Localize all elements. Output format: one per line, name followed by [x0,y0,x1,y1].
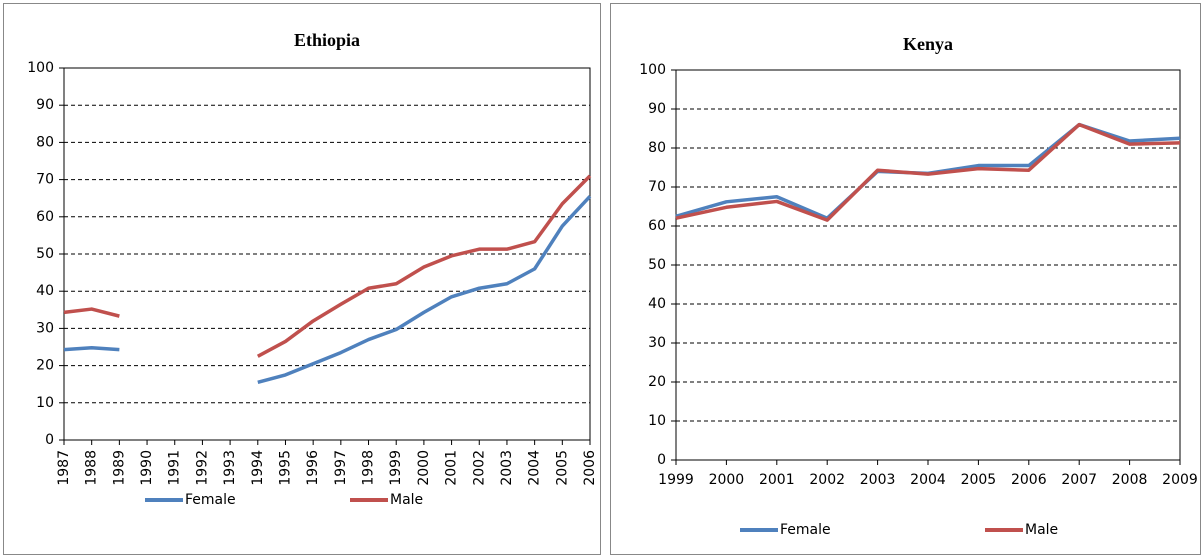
x-tick-label: 2001 [759,472,795,488]
x-tick-label: 1998 [361,450,377,486]
panel-frame [3,3,601,555]
y-tick-label: 20 [648,374,666,390]
x-tick-label: 1994 [250,450,266,486]
x-tick-label: 1992 [194,450,210,486]
x-tick-label: 2000 [709,472,745,488]
chart-title: Kenya [903,34,953,54]
y-tick-label: 60 [36,209,54,225]
x-tick-label: 2005 [554,450,570,486]
y-tick-label: 70 [648,179,666,195]
series-line [63,345,120,352]
x-tick-label: 2009 [1162,472,1198,488]
series-line [256,174,592,358]
series-line [257,195,592,385]
y-tick-label: 90 [648,101,666,117]
x-tick-label: 2006 [1011,472,1047,488]
y-tick-label: 100 [27,60,54,76]
x-tick-label: 2008 [1112,472,1148,488]
y-tick-label: 100 [639,62,666,78]
y-tick-label: 30 [648,335,666,351]
y-tick-label: 10 [36,395,54,411]
x-tick-label: 2004 [527,450,543,486]
x-tick-label: 1988 [84,450,100,486]
x-tick-label: 2002 [809,472,845,488]
x-tick-label: 1999 [388,450,404,486]
chart-title: Ethiopia [294,30,360,50]
x-tick-label: 2002 [471,450,487,486]
y-tick-label: 30 [36,320,54,336]
x-tick-label: 2003 [860,472,896,488]
y-tick-label: 80 [36,134,54,150]
x-tick-label: 1995 [277,450,293,486]
y-tick-label: 60 [648,218,666,234]
y-tick-label: 50 [36,246,54,262]
x-tick-label: 2007 [1061,472,1097,488]
y-tick-label: 20 [36,358,54,374]
x-tick-label: 1996 [305,450,321,486]
y-tick-label: 70 [36,172,54,188]
y-tick-label: 50 [648,257,666,273]
y-tick-label: 40 [36,283,54,299]
x-tick-label: 1991 [167,450,183,486]
series-line [675,122,1181,222]
y-tick-label: 90 [36,97,54,113]
x-tick-label: 2006 [582,450,598,486]
x-tick-label: 2005 [961,472,997,488]
x-tick-label: 2003 [499,450,515,486]
x-tick-label: 2001 [444,450,460,486]
x-tick-label: 1987 [56,450,72,486]
x-tick-label: 2004 [910,472,946,488]
x-tick-label: 1990 [139,450,155,486]
y-tick-label: 80 [648,140,666,156]
x-tick-label: 1999 [658,472,694,488]
legend-label: Male [1025,522,1058,538]
series-line [63,307,120,318]
y-tick-label: 40 [648,296,666,312]
legend-label: Female [780,522,831,538]
legend-label: Female [185,492,236,508]
panel-frame [610,3,1201,555]
x-tick-label: 2000 [416,450,432,486]
y-tick-label: 0 [45,432,54,448]
plot-frame [63,67,591,441]
x-tick-label: 1989 [111,450,127,486]
x-tick-label: 1993 [222,450,238,486]
legend-label: Male [390,492,423,508]
x-tick-label: 1997 [333,450,349,486]
y-tick-label: 0 [657,452,666,468]
y-tick-label: 10 [648,413,666,429]
